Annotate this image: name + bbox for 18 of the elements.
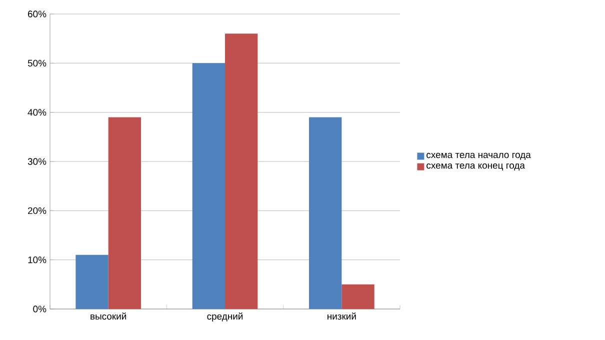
y-tick-label: 60% [28,10,46,18]
x-tick-label: высокий [90,312,126,320]
bar [192,63,225,309]
bar [342,284,374,309]
bar [309,117,342,309]
y-tick-label: 40% [28,108,46,116]
y-tick-label: 10% [28,256,46,264]
legend-label: схема тела конец года [426,163,525,170]
y-tick-label: 50% [28,60,46,67]
bar [225,34,258,309]
bar [76,254,108,309]
legend-label: схема тела начало года [426,152,531,160]
y-tick-label: 0% [33,306,46,312]
bar [108,117,141,309]
x-tick-label: низкий [328,312,356,320]
y-tick-label: 20% [28,207,46,214]
y-tick-label: 30% [28,158,46,165]
x-tick-label: средний [207,312,243,322]
